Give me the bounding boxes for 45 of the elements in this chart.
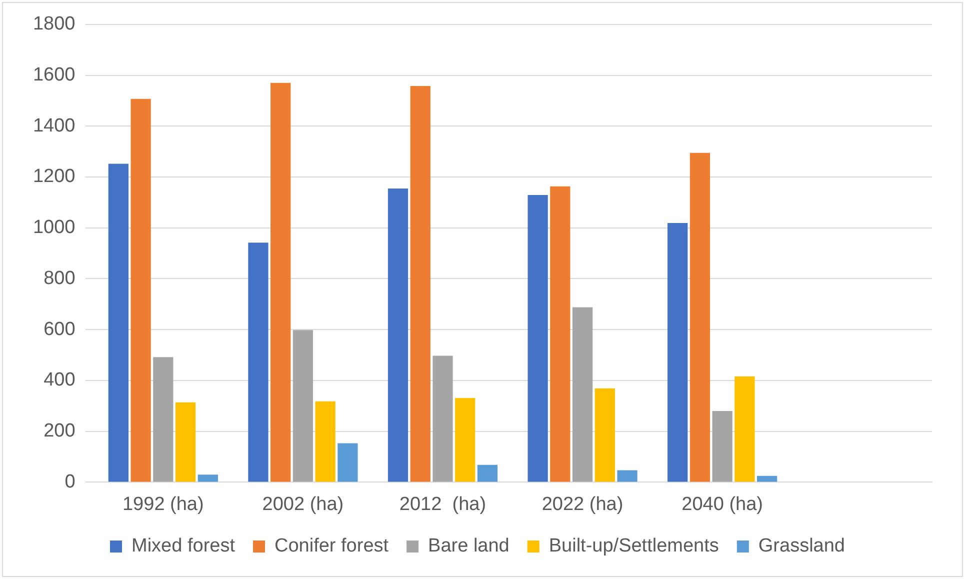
x-tick-label: 2022 (ha): [542, 494, 624, 515]
bar: [734, 376, 755, 482]
bar: [315, 401, 336, 482]
x-tick-label: 2012 (ha): [399, 494, 486, 515]
bar: [338, 443, 358, 482]
legend-label: Built-up/Settlements: [548, 536, 719, 557]
x-tick-label: 2002 (ha): [262, 494, 344, 515]
y-tick-label: 1400: [32, 115, 76, 136]
y-tick-label: 1000: [32, 217, 76, 238]
bar: [572, 307, 593, 482]
bar: [248, 242, 268, 482]
y-tick-label: 800: [44, 268, 76, 289]
legend-label: Grassland: [758, 536, 846, 557]
bar: [455, 398, 476, 482]
bar: [668, 223, 688, 482]
bar: [388, 188, 408, 482]
bar: [432, 356, 453, 482]
legend-label: Conifer forest: [274, 536, 390, 557]
bar: [410, 86, 430, 482]
x-tick-label: 2040 (ha): [682, 494, 763, 515]
y-tick-label: 0: [64, 471, 76, 492]
y-tick-label: 200: [44, 420, 76, 442]
bar: [528, 195, 548, 482]
bar: [153, 357, 174, 482]
y-tick-label: 400: [44, 370, 76, 391]
bar: [617, 470, 638, 482]
bar: [712, 410, 732, 482]
y-tick-label: 1600: [32, 64, 76, 86]
bar: [292, 330, 314, 482]
y-tick-label: 1800: [32, 14, 76, 35]
legend-label: Bare land: [428, 536, 510, 557]
bar: [130, 98, 151, 482]
bar: [594, 388, 615, 482]
bar: [175, 402, 196, 482]
bar: [756, 476, 778, 482]
y-tick-label: 600: [44, 318, 76, 340]
bar: [198, 474, 218, 482]
legend-label: Mixed forest: [132, 536, 236, 557]
x-tick-label: 1992 (ha): [122, 494, 204, 515]
bar: [477, 464, 498, 482]
y-tick-label: 1200: [32, 166, 76, 188]
bar: [550, 186, 570, 482]
bar: [270, 82, 291, 482]
bar: [690, 152, 710, 482]
bar: [108, 164, 128, 482]
